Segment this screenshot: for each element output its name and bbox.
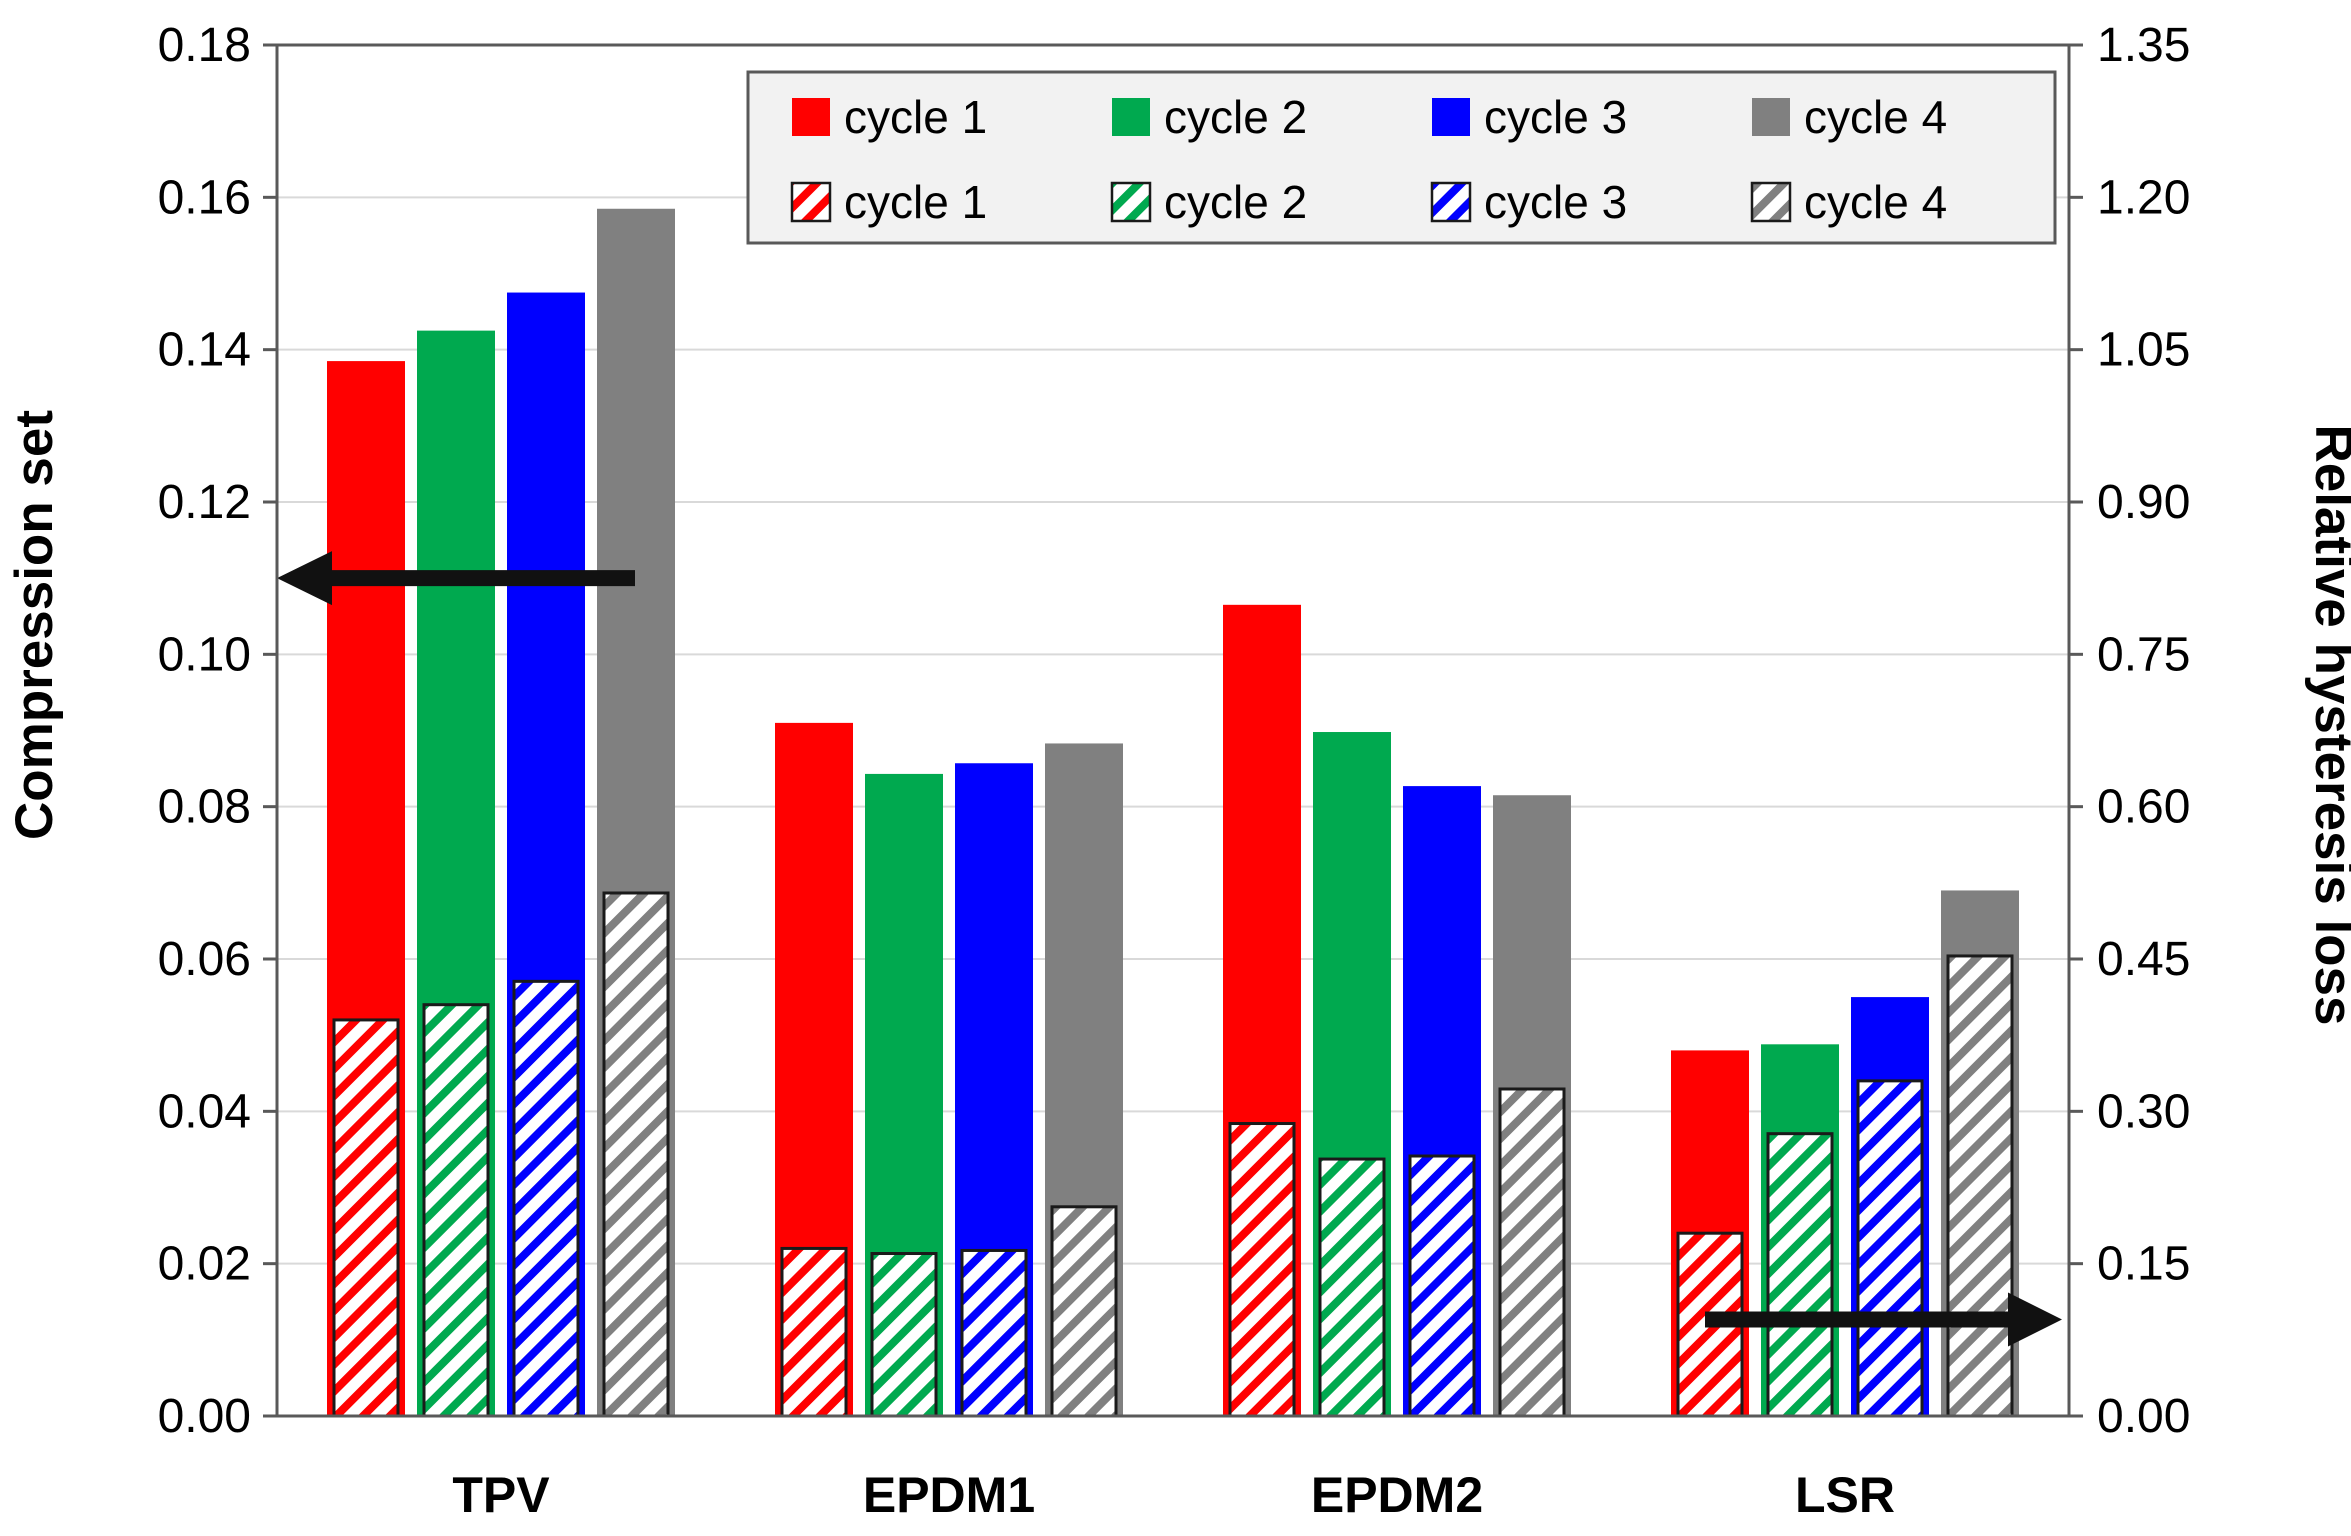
left-axis-arrow: [277, 551, 635, 606]
left-axis-tick-label: 0.18: [158, 19, 251, 72]
right-axis-tick-label: 1.35: [2097, 19, 2190, 72]
bar-hatched-lsr-cycle-4: [1946, 954, 2014, 1418]
right-axis-tick-label: 1.05: [2097, 324, 2190, 377]
right-axis-tick-label: 0.90: [2097, 476, 2190, 529]
left-axis-tick-label: 0.04: [158, 1085, 251, 1138]
left-axis-tick-label: 0.02: [158, 1238, 251, 1291]
bar-hatched-epdm1-cycle-3: [960, 1248, 1028, 1418]
legend-swatch-hatched-cycle-1: [790, 181, 832, 223]
bar-hatched-tpv-cycle-4: [602, 891, 670, 1418]
legend: cycle 1 cycle 2 cycle 3 cycle 4 cycle 1 cycle…: [746, 70, 2057, 245]
legend-swatch-hatched-cycle-2: [1110, 181, 1152, 223]
right-axis-title: Relative hysteresis loss: [2304, 424, 2351, 1025]
category-label-tpv: TPV: [452, 1467, 550, 1523]
legend-label-hatched-cycle-1: cycle 1: [844, 176, 987, 228]
legend-label-solid-cycle-4: cycle 4: [1804, 91, 1947, 143]
bar-hatched-epdm1-cycle-4: [1050, 1205, 1118, 1418]
bar-hatched-tpv-cycle-2: [422, 1003, 490, 1418]
left-axis-tick-label: 0.10: [158, 628, 251, 681]
legend-swatch-solid-cycle-2: [1112, 98, 1150, 136]
category-label-epdm1: EPDM1: [863, 1467, 1035, 1523]
bar-hatched-lsr-cycle-2: [1766, 1132, 1834, 1418]
bar-hatched-epdm1-cycle-2: [870, 1252, 938, 1418]
bar-hatched-epdm2-cycle-4: [1498, 1087, 1566, 1418]
left-axis-tick-label: 0.06: [158, 933, 251, 986]
category-label-epdm2: EPDM2: [1311, 1467, 1483, 1523]
right-axis-tick-label: 0.75: [2097, 628, 2190, 681]
legend-label-hatched-cycle-2: cycle 2: [1164, 176, 1307, 228]
category-label-lsr: LSR: [1795, 1467, 1895, 1523]
legend-label-solid-cycle-3: cycle 3: [1484, 91, 1627, 143]
legend-label-solid-cycle-1: cycle 1: [844, 91, 987, 143]
plot-border: [275, 43, 2071, 1418]
plot-frame-layer: [275, 43, 2071, 1418]
right-axis-tick-label: 0.45: [2097, 933, 2190, 986]
legend-swatch-hatched-cycle-3: [1430, 181, 1472, 223]
right-axis-tick-label: 0.15: [2097, 1238, 2190, 1291]
left-axis-tick-label: 0.08: [158, 781, 251, 834]
bar-hatched-lsr-cycle-3: [1856, 1079, 1924, 1418]
tick-labels: 0.00 0.02 0.04 0.06 0.08 0.10 0.12 0.14 0.16 0.18…: [158, 19, 2191, 1443]
left-axis-tick-label: 0.00: [158, 1390, 251, 1443]
legend-swatch-solid-cycle-1: [792, 98, 830, 136]
legend-swatch-solid-cycle-3: [1432, 98, 1470, 136]
right-axis-tick-label: 1.20: [2097, 171, 2190, 224]
left-axis-tick-label: 0.12: [158, 476, 251, 529]
right-axis-tick-label: 0.60: [2097, 781, 2190, 834]
right-axis-tick-label: 0.30: [2097, 1085, 2190, 1138]
legend-label-hatched-cycle-4: cycle 4: [1804, 176, 1947, 228]
legend-swatch-solid-cycle-4: [1752, 98, 1790, 136]
legend-label-solid-cycle-2: cycle 2: [1164, 91, 1307, 143]
bar-hatched-tpv-cycle-3: [512, 979, 580, 1418]
bar-hatched-epdm2-cycle-1: [1228, 1122, 1296, 1418]
bar-hatched-tpv-cycle-1: [332, 1018, 400, 1418]
legend-swatch-hatched-cycle-4: [1750, 181, 1792, 223]
left-axis-tick-label: 0.16: [158, 171, 251, 224]
legend-label-hatched-cycle-3: cycle 3: [1484, 176, 1627, 228]
bar-hatched-epdm1-cycle-1: [780, 1246, 848, 1418]
bar-hatched-epdm2-cycle-2: [1318, 1157, 1386, 1418]
bars-layer: [327, 208, 2019, 1418]
legend-box: [746, 70, 2057, 245]
left-axis-tick-label: 0.14: [158, 324, 251, 377]
left-axis-title: Compression set: [5, 410, 64, 840]
right-axis-arrow: [1705, 1292, 2062, 1347]
right-axis-tick-label: 0.00: [2097, 1390, 2190, 1443]
bar-hatched-epdm2-cycle-3: [1408, 1154, 1476, 1418]
arrows-layer: [277, 551, 2062, 1347]
